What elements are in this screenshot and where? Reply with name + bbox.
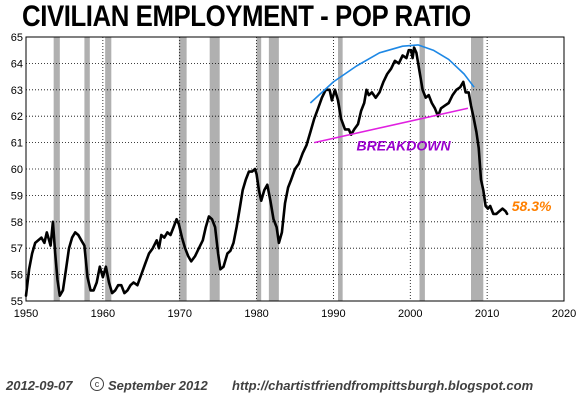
y-tick-label: 55 bbox=[11, 296, 23, 308]
recession-band bbox=[338, 37, 343, 301]
y-tick-label: 65 bbox=[11, 32, 23, 44]
footer-date: 2012-09-07 bbox=[6, 378, 73, 393]
recession-band bbox=[268, 37, 279, 301]
x-tick-label: 1970 bbox=[167, 308, 191, 320]
y-tick-label: 56 bbox=[11, 270, 23, 282]
x-tick-label: 1950 bbox=[14, 308, 38, 320]
y-tick-label: 57 bbox=[11, 243, 23, 255]
recession-band bbox=[209, 37, 220, 301]
peak-arc bbox=[309, 44, 475, 104]
recession-band bbox=[471, 37, 484, 301]
y-tick-label: 63 bbox=[11, 85, 23, 97]
y-tick-label: 58 bbox=[11, 217, 23, 229]
x-tick-label: 1990 bbox=[321, 308, 345, 320]
footer-url: http://chartistfriendfrompittsburgh.blog… bbox=[232, 378, 534, 393]
y-tick-label: 59 bbox=[11, 190, 23, 202]
x-tick-label: 1980 bbox=[244, 308, 268, 320]
recession-band bbox=[105, 37, 112, 301]
x-tick-label: 2000 bbox=[398, 308, 422, 320]
recession-band bbox=[256, 37, 262, 301]
chart-title: CIVILIAN EMPLOYMENT - POP RATIO bbox=[22, 0, 471, 33]
x-tick-label: 2020 bbox=[552, 308, 576, 320]
x-tick-label: 2010 bbox=[475, 308, 499, 320]
breakdown-label: BREAKDOWN bbox=[356, 138, 451, 154]
series-line bbox=[24, 46, 509, 297]
last-value-label: 58.3% bbox=[512, 198, 552, 214]
y-tick-label: 61 bbox=[11, 138, 23, 150]
plot-border bbox=[25, 36, 565, 302]
x-tick-label: 1960 bbox=[91, 308, 115, 320]
footer-copyright: September 2012 bbox=[108, 378, 208, 393]
y-tick-label: 62 bbox=[11, 111, 23, 123]
y-tick-label: 64 bbox=[11, 58, 23, 70]
trend-line bbox=[314, 107, 469, 144]
y-tick-label: 60 bbox=[11, 164, 23, 176]
recession-band bbox=[84, 37, 90, 301]
copyright-icon: c bbox=[90, 377, 104, 391]
plot-area: 55 56 57 58 59 60 61 62 63 64 65 1950 1960 1970 1980 19… bbox=[11, 32, 576, 320]
